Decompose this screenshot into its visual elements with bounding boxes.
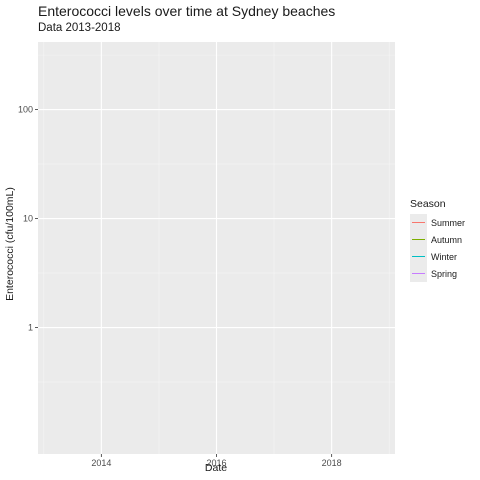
legend-line-swatch (412, 239, 425, 240)
x-axis-title: Date (205, 462, 227, 474)
y-axis-title: Enterococci (cfu/100mL) (4, 187, 16, 301)
legend-key (410, 248, 427, 265)
major-gridlines (38, 42, 395, 454)
x-tick-label: 2016 (206, 458, 226, 468)
legend: Season Summer Autumn Winter Spring (410, 198, 465, 282)
legend-line-swatch (412, 256, 425, 257)
legend-item-spring: Spring (410, 265, 465, 282)
y-tick-label: 10 (23, 214, 33, 224)
legend-title: Season (410, 198, 446, 210)
legend-label: Autumn (431, 234, 463, 245)
y-tick-label: 1 (28, 323, 33, 333)
y-tick-label: 100 (18, 105, 33, 115)
legend-label: Summer (431, 217, 466, 228)
legend-key (410, 214, 427, 231)
legend-item-winter: Winter (410, 248, 465, 265)
chart-subtitle: Data 2013-2018 (38, 22, 121, 34)
legend-label: Winter (431, 251, 458, 262)
legend-line-swatch (412, 273, 425, 274)
y-axis: 1 10 100 (18, 105, 38, 333)
x-axis: 2014 2016 2018 (91, 454, 342, 468)
x-tick-label: 2018 (322, 458, 342, 468)
chart-title: Enterococci levels over time at Sydney b… (38, 3, 336, 19)
legend-label: Spring (431, 268, 458, 279)
legend-item-summer: Summer (410, 214, 465, 231)
legend-item-autumn: Autumn (410, 231, 465, 248)
x-tick-label: 2014 (91, 458, 111, 468)
legend-key (410, 231, 427, 248)
legend-line-swatch (412, 222, 425, 223)
legend-key (410, 265, 427, 282)
legend-items: Summer Autumn Winter Spring (410, 214, 465, 282)
